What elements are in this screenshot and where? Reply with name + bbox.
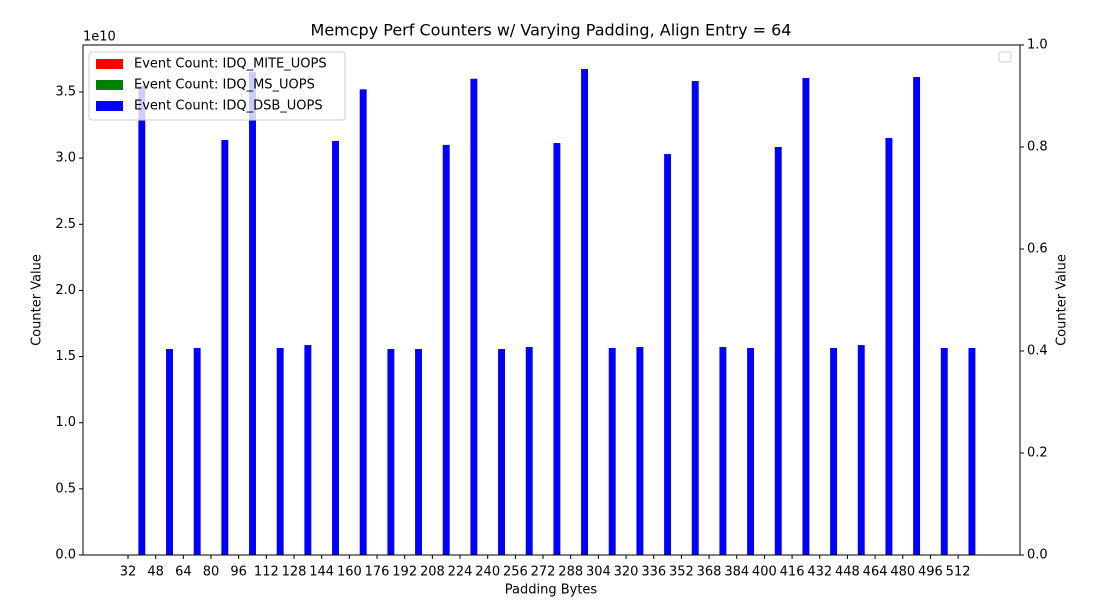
bar bbox=[193, 347, 201, 555]
y-tick-label: 0.0 bbox=[55, 548, 76, 563]
bar bbox=[774, 147, 782, 555]
bar bbox=[830, 347, 838, 555]
bar bbox=[166, 349, 173, 555]
y2-tick-label: 0.0 bbox=[1027, 548, 1048, 563]
bar bbox=[581, 68, 589, 555]
x-tick-label: 448 bbox=[835, 565, 860, 580]
bar bbox=[885, 138, 893, 555]
x-tick-label: 80 bbox=[203, 565, 220, 580]
x-tick-label: 352 bbox=[669, 565, 694, 580]
y2-tick-label: 0.2 bbox=[1027, 446, 1048, 461]
bar bbox=[857, 345, 865, 555]
y-tick-label: 2.0 bbox=[55, 283, 76, 298]
x-tick-label: 480 bbox=[890, 565, 915, 580]
bar bbox=[664, 154, 672, 556]
x-tick-label: 192 bbox=[392, 565, 417, 580]
y-tick-label: 2.5 bbox=[55, 217, 76, 232]
x-tick-label: 496 bbox=[918, 565, 943, 580]
x-tick-label: 368 bbox=[697, 565, 722, 580]
y2-axis-label: Counter Value bbox=[1055, 254, 1070, 346]
y-tick-label: 3.5 bbox=[55, 84, 76, 99]
bar bbox=[553, 143, 561, 555]
bar bbox=[387, 349, 395, 555]
chart-title: Memcpy Perf Counters w/ Varying Padding,… bbox=[311, 21, 792, 40]
legend-swatch bbox=[96, 59, 123, 69]
legend-label: Event Count: IDQ_MS_UOPS bbox=[134, 78, 315, 93]
bar bbox=[249, 72, 256, 556]
bar bbox=[691, 80, 699, 555]
x-tick-label: 256 bbox=[503, 565, 528, 580]
x-tick-label: 288 bbox=[558, 565, 583, 580]
y2-tick-label: 0.4 bbox=[1027, 344, 1048, 359]
y-tick-label: 1.0 bbox=[55, 415, 76, 430]
bar bbox=[636, 347, 644, 555]
x-tick-label: 384 bbox=[724, 565, 749, 580]
y2-tick-label: 1.0 bbox=[1027, 38, 1048, 53]
x-axis-label: Padding Bytes bbox=[505, 583, 598, 598]
bar bbox=[276, 347, 284, 555]
bar bbox=[498, 349, 506, 555]
bar bbox=[221, 139, 229, 555]
x-tick-label: 272 bbox=[531, 565, 556, 580]
x-tick-label: 208 bbox=[420, 565, 445, 580]
bar bbox=[138, 86, 146, 556]
legend-swatch bbox=[96, 80, 123, 90]
bar bbox=[359, 89, 367, 556]
bar bbox=[968, 347, 976, 555]
x-tick-label: 160 bbox=[337, 565, 362, 580]
x-tick-label: 432 bbox=[807, 565, 832, 580]
legend-label: Event Count: IDQ_MITE_UOPS bbox=[134, 57, 327, 72]
y-offset-label: 1e10 bbox=[83, 30, 116, 45]
bar bbox=[747, 347, 755, 555]
x-tick-label: 304 bbox=[586, 565, 611, 580]
legend-swatch bbox=[96, 101, 123, 111]
y2-tick-label: 0.8 bbox=[1027, 140, 1048, 155]
x-tick-label: 64 bbox=[175, 565, 192, 580]
x-tick-label: 224 bbox=[448, 565, 473, 580]
bar bbox=[802, 77, 810, 555]
x-tick-label: 128 bbox=[282, 565, 307, 580]
x-tick-label: 320 bbox=[614, 565, 639, 580]
bar bbox=[913, 77, 921, 555]
bar bbox=[304, 345, 312, 555]
x-tick-label: 112 bbox=[254, 565, 279, 580]
x-tick-label: 464 bbox=[863, 565, 888, 580]
plot-frame bbox=[82, 44, 1021, 556]
x-tick-label: 144 bbox=[309, 565, 334, 580]
x-tick-label: 32 bbox=[120, 565, 137, 580]
x-tick-label: 336 bbox=[641, 565, 666, 580]
bar bbox=[442, 144, 450, 555]
legend-label: Event Count: IDQ_DSB_UOPS bbox=[134, 99, 323, 114]
x-tick-label: 96 bbox=[230, 565, 247, 580]
x-tick-label: 512 bbox=[946, 565, 971, 580]
x-tick-label: 48 bbox=[147, 565, 164, 580]
bar bbox=[332, 140, 339, 555]
bar bbox=[608, 347, 616, 555]
legend-box bbox=[88, 51, 346, 121]
y-axis-label: Counter Value bbox=[30, 254, 45, 346]
bar bbox=[719, 347, 727, 555]
bar bbox=[525, 347, 533, 555]
x-tick-label: 400 bbox=[752, 565, 777, 580]
x-tick-label: 176 bbox=[365, 565, 390, 580]
x-tick-label: 416 bbox=[780, 565, 805, 580]
y2-tick-label: 0.6 bbox=[1027, 242, 1048, 257]
bar bbox=[940, 347, 948, 555]
empty-legend bbox=[998, 51, 1012, 63]
y-tick-label: 1.5 bbox=[55, 349, 76, 364]
y-tick-label: 3.0 bbox=[55, 151, 76, 166]
bar bbox=[470, 78, 478, 555]
x-tick-label: 240 bbox=[475, 565, 500, 580]
bar bbox=[415, 349, 422, 555]
y-tick-label: 0.5 bbox=[55, 481, 76, 496]
